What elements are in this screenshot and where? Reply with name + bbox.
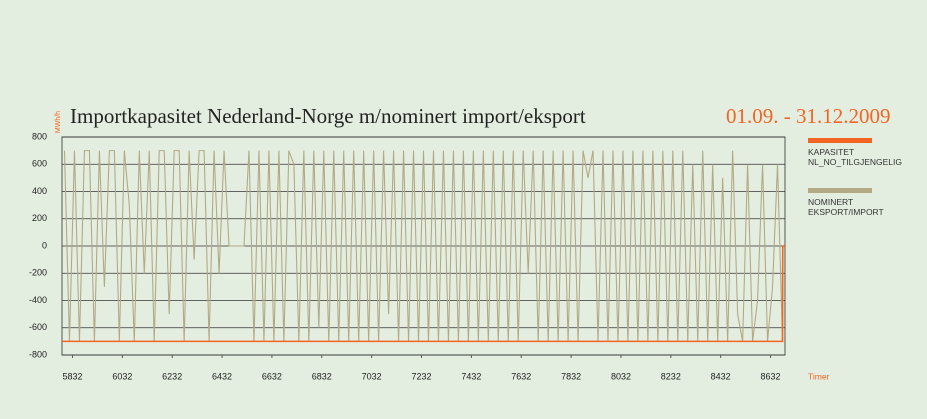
x-tick-label: 7432 <box>461 371 481 381</box>
chart-title: Importkapasitet Nederland-Norge m/nomine… <box>70 104 586 128</box>
series-line <box>62 245 785 343</box>
x-tick-label: 6632 <box>262 371 282 381</box>
x-tick-label: 8632 <box>761 371 781 381</box>
legend-swatch <box>808 188 872 193</box>
x-tick-label: 6032 <box>112 371 132 381</box>
y-tick-label: -800 <box>29 349 47 359</box>
y-tick-label: 400 <box>32 186 47 196</box>
y-axis-label: MWh/h <box>55 111 62 133</box>
x-tick-label: 7032 <box>362 371 382 381</box>
chart-subtitle: 01.09. - 31.12.2009 <box>726 104 891 128</box>
x-tick-label: 8032 <box>611 371 631 381</box>
x-tick-label: 6232 <box>162 371 182 381</box>
x-tick-label: 8232 <box>661 371 681 381</box>
x-tick-label: 8432 <box>711 371 731 381</box>
x-tick-label: 7632 <box>511 371 531 381</box>
legend-label: KAPASITET NL_NO_TILGJENGELIG <box>808 147 903 167</box>
x-axis-label: Timer <box>808 371 830 381</box>
y-tick-label: 600 <box>32 159 47 169</box>
x-tick-label: 7232 <box>411 371 431 381</box>
y-tick-label: 200 <box>32 213 47 223</box>
y-tick-label: 800 <box>32 131 47 141</box>
legend-swatch <box>808 138 872 143</box>
y-tick-label: -200 <box>29 268 47 278</box>
y-tick-label: -400 <box>29 295 47 305</box>
x-tick-label: 6432 <box>212 371 232 381</box>
x-tick-label: 7832 <box>561 371 581 381</box>
x-tick-label: 5832 <box>62 371 82 381</box>
x-tick-label: 6832 <box>312 371 332 381</box>
y-tick-label: -600 <box>29 322 47 332</box>
legend-label: NOMINERT EKSPORT/IMPORT <box>808 197 884 217</box>
y-tick-label: 0 <box>42 240 47 250</box>
